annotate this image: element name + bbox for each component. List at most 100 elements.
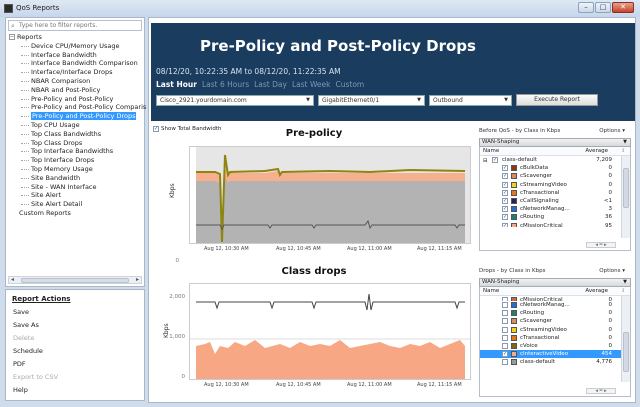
list-item[interactable]: cRouting 0 [480, 309, 630, 317]
policy-select[interactable]: WAN-Shaping ▼ [479, 278, 631, 287]
list-item[interactable]: cMissionCritical 0 [480, 296, 630, 301]
list-item[interactable]: class-default 4,776 [480, 358, 630, 366]
list-item-selected[interactable]: ✓ cInteractiveVideo 454 [480, 350, 630, 359]
app-icon [4, 4, 13, 13]
policy-select[interactable]: WAN-Shaping ▼ [479, 138, 631, 147]
direction-dropdown[interactable]: Outbound ▼ [429, 95, 512, 106]
tree-item[interactable]: Interface/Interface Drops [9, 68, 146, 77]
save-as-action[interactable]: Save As [13, 321, 39, 329]
tree-item[interactable]: Site Alert Detail [9, 200, 146, 209]
execute-report-button[interactable]: Execute Report [516, 94, 598, 106]
tree-item[interactable]: Pre-Policy and Post-Policy [9, 95, 146, 104]
list-item[interactable]: ✓ cTransactional 0 [502, 189, 612, 196]
tree-item[interactable]: Top Class Bandwidths [9, 130, 146, 139]
checkbox-checked[interactable]: ✓ [502, 165, 508, 172]
minimize-button[interactable]: – [578, 2, 594, 13]
collapse-icon[interactable]: − [9, 34, 15, 41]
drops-vertical-scrollbar[interactable] [621, 296, 630, 382]
save-action[interactable]: Save [13, 308, 29, 316]
collapse-icon[interactable]: ⊟ [483, 158, 488, 164]
checkbox[interactable] [502, 318, 508, 325]
tab-last-hour[interactable]: Last Hour [156, 80, 197, 89]
filter-box[interactable]: ⌕ [8, 20, 142, 31]
tree-item[interactable]: Top Class Drops [9, 139, 146, 148]
checkbox-checked[interactable]: ✓ [502, 351, 508, 358]
scrollbar-thumb[interactable] [623, 332, 629, 372]
scrollbar-thumb[interactable] [21, 278, 129, 283]
tree-item[interactable]: Site - WAN Interface [9, 183, 146, 192]
list-item[interactable]: cStreamingVideo 0 [480, 326, 630, 334]
tree-item[interactable]: Device CPU/Memory Usage [9, 42, 146, 51]
filter-input[interactable] [19, 21, 139, 30]
col-average-header[interactable]: Average [585, 148, 608, 154]
checkbox-checked[interactable]: ✓ [502, 222, 508, 227]
list-item[interactable]: ✓ cStreamingVideo 0 [502, 181, 612, 188]
tree-item[interactable]: Top Memory Usage [9, 165, 146, 174]
checkbox-checked[interactable]: ✓ [492, 157, 498, 163]
show-total-bandwidth-toggle[interactable]: ✓ Show Total Bandwidth [153, 126, 222, 132]
list-item[interactable]: ✓ cRouting 36 [502, 214, 612, 221]
tree-root-reports[interactable]: − Reports [9, 33, 42, 41]
checkbox-checked[interactable]: ✓ [502, 206, 508, 213]
list-item[interactable]: ✓ cCallSignaling <1 [502, 197, 612, 204]
checkbox[interactable] [502, 310, 508, 317]
tab-last-day[interactable]: Last Day [254, 80, 287, 89]
scroll-right-icon[interactable]: ▸ [135, 276, 139, 283]
tree-item[interactable]: NBAR Comparison [9, 77, 146, 86]
tree-item[interactable]: Site Bandwidth [9, 174, 146, 183]
tree-item-selected[interactable]: Pre-Policy and Post-Policy Drops [9, 112, 146, 121]
scrollbar-thumb[interactable] [623, 168, 629, 208]
device-dropdown[interactable]: Cisco_2921.yourdomain.com ▼ [156, 95, 314, 106]
drops-horizontal-scrollbar[interactable]: ◂ ═ ▸ [480, 387, 630, 396]
list-item[interactable]: cTransactional 0 [480, 334, 630, 342]
tree-item[interactable]: NBAR and Post-Policy [9, 86, 146, 95]
col-name-header[interactable]: Name [483, 288, 500, 294]
schedule-action[interactable]: Schedule [13, 347, 43, 355]
drops-title: Drops - by Class in Kbps [479, 268, 546, 274]
before-qos-vertical-scrollbar[interactable] [621, 156, 630, 238]
tab-last-6-hours[interactable]: Last 6 Hours [201, 80, 250, 89]
checkbox[interactable] [502, 359, 508, 366]
tree-item[interactable]: Interface Bandwidth Comparison [9, 59, 146, 68]
checkbox[interactable] [502, 334, 508, 341]
col-name-header[interactable]: Name [483, 148, 500, 154]
checkbox[interactable] [502, 302, 508, 308]
checkbox-checked[interactable]: ✓ [502, 197, 508, 204]
list-item[interactable]: ✓ cMissionCritical 95 [502, 222, 612, 227]
tree-item-custom-reports[interactable]: Custom Reports [19, 208, 71, 217]
checkbox[interactable] [502, 297, 508, 301]
checkbox-checked[interactable]: ✓ [502, 181, 508, 188]
tree-item[interactable]: Site Alert [9, 191, 146, 200]
tab-last-week[interactable]: Last Week [291, 80, 331, 89]
checkbox-checked[interactable]: ✓ [502, 173, 508, 180]
close-button[interactable]: ✕ [612, 2, 634, 13]
checkbox-checked[interactable]: ✓ [153, 126, 159, 132]
list-item[interactable]: ⊟ ✓ class-default 7,209 [483, 157, 612, 164]
scroll-left-icon[interactable]: ◂ [11, 276, 15, 283]
before-qos-horizontal-scrollbar[interactable]: ◂ ═ ▸ [480, 241, 630, 250]
maximize-button[interactable]: □ [595, 2, 611, 13]
tree-item[interactable]: Interface Bandwidth [9, 51, 146, 60]
checkbox[interactable] [502, 326, 508, 333]
tree-horizontal-scrollbar[interactable]: ◂ ▸ [8, 276, 142, 284]
tree-item[interactable]: Top Interface Bandwidths [9, 147, 146, 156]
tree-item[interactable]: Top Interface Drops [9, 156, 146, 165]
list-item[interactable]: cNetworkManag... 0 [480, 301, 630, 309]
pdf-action[interactable]: PDF [13, 360, 26, 368]
checkbox[interactable] [502, 342, 508, 349]
tree-item[interactable]: Pre-Policy and Post-Policy Comparison [9, 103, 146, 112]
tab-custom[interactable]: Custom [335, 80, 365, 89]
list-item[interactable]: ✓ cBulkData 0 [502, 165, 612, 172]
col-average-header[interactable]: Average [585, 288, 608, 294]
options-menu[interactable]: Options ▾ [599, 268, 625, 274]
options-menu[interactable]: Options ▾ [599, 128, 625, 134]
tree-item[interactable]: Top CPU Usage [9, 121, 146, 130]
list-item[interactable]: ✓ cNetworkManag... 3 [502, 206, 612, 213]
checkbox-checked[interactable]: ✓ [502, 189, 508, 196]
help-action[interactable]: Help [13, 386, 28, 394]
list-item[interactable]: ✓ cScavenger 0 [502, 173, 612, 180]
interface-dropdown[interactable]: GigabitEthernet0/1 ▼ [318, 95, 425, 106]
list-item[interactable]: cVoice 0 [480, 342, 630, 350]
list-item[interactable]: cScavenger 0 [480, 317, 630, 325]
checkbox-checked[interactable]: ✓ [502, 214, 508, 221]
